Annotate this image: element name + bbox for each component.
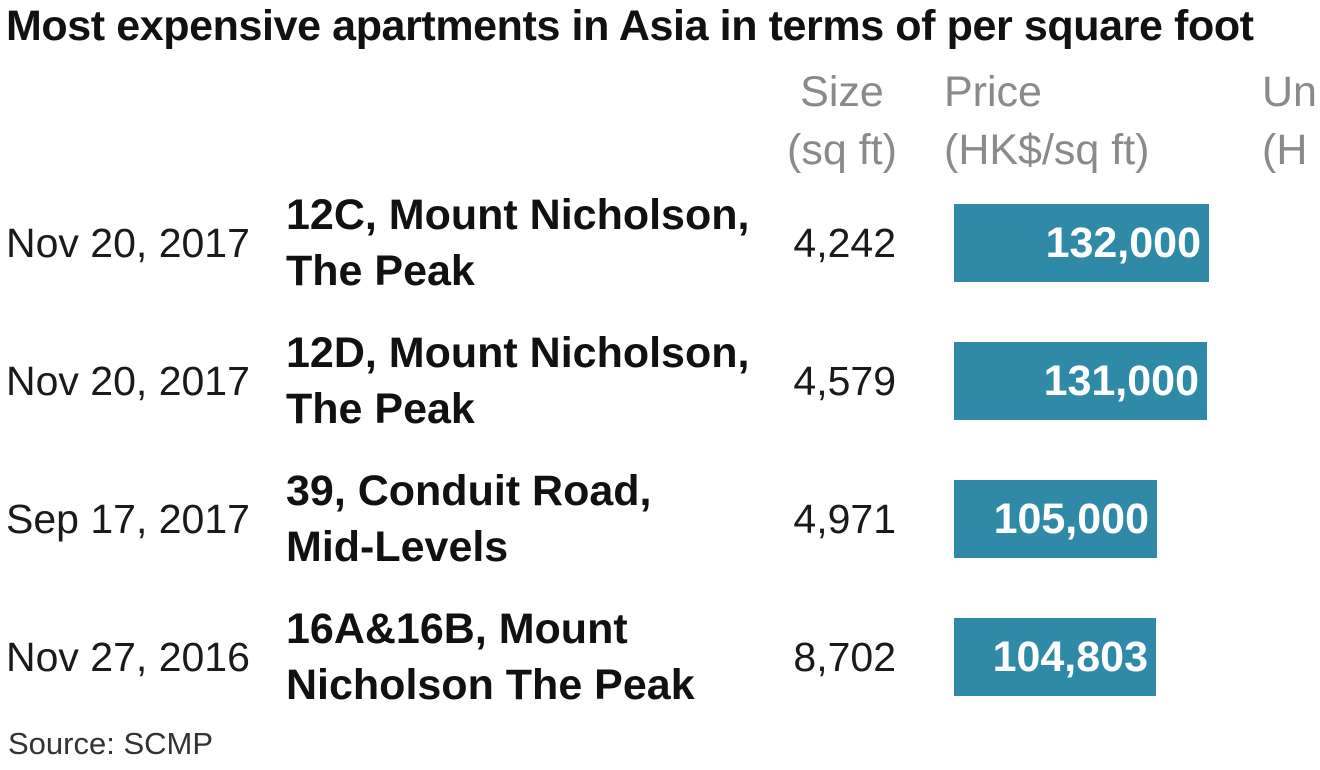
apartment-size: 4,579: [793, 358, 896, 404]
unit-column-header: Un (H: [1262, 63, 1317, 179]
location-line: 12D, Mount Nicholson,: [286, 329, 750, 377]
price-bar: 104,803: [954, 618, 1156, 696]
location-line: The Peak: [286, 385, 475, 433]
apartment-location: 16A&16B, Mount Nicholson The Peak: [286, 602, 695, 712]
location-line: Mid-Levels: [286, 523, 509, 571]
apartment-size: 4,971: [793, 496, 896, 542]
sale-date: Nov 20, 2017: [6, 220, 250, 266]
apartment-row: Sep 17, 2017 39, Conduit Road, Mid-Levels 4…: [0, 464, 1320, 574]
price-column-header: Price (HK$/sq ft): [944, 63, 1150, 179]
location-line: Nicholson The Peak: [286, 661, 695, 709]
price-label: 131,000: [1043, 356, 1199, 405]
price-label: 105,000: [993, 494, 1149, 543]
price-bar: 132,000: [954, 204, 1209, 282]
source-note: Source: SCMP: [8, 726, 214, 761]
location-line: 12C, Mount Nicholson,: [286, 191, 750, 239]
location-line: 39, Conduit Road,: [286, 467, 652, 515]
sale-date: Sep 17, 2017: [6, 496, 250, 542]
apartment-location: 12D, Mount Nicholson, The Peak: [286, 326, 749, 436]
size-header-line: Size: [800, 68, 884, 116]
apartment-size: 4,242: [793, 220, 896, 266]
apartment-location: 12C, Mount Nicholson, The Peak: [286, 188, 749, 298]
price-header-unit: (HK$/sq ft): [944, 126, 1150, 174]
apartment-row: Nov 20, 2017 12C, Mount Nicholson, The Pea…: [0, 188, 1320, 298]
apartment-row: Nov 27, 2016 16A&16B, Mount Nicholson The …: [0, 602, 1320, 712]
chart-title: Most expensive apartments in Asia in ter…: [6, 2, 1254, 50]
size-header-unit: (sq ft): [787, 126, 897, 174]
location-line: The Peak: [286, 247, 475, 295]
sale-date: Nov 27, 2016: [6, 634, 250, 680]
price-bar: 105,000: [954, 480, 1157, 558]
apartment-location: 39, Conduit Road, Mid-Levels: [286, 464, 652, 574]
unit-header-line: Un: [1262, 68, 1317, 116]
price-label: 132,000: [1045, 218, 1201, 267]
price-header-line: Price: [944, 68, 1042, 116]
location-line: 16A&16B, Mount: [286, 605, 628, 653]
size-column-header: Size (sq ft): [760, 63, 924, 179]
apartment-row: Nov 20, 2017 12D, Mount Nicholson, The Pea…: [0, 326, 1320, 436]
unit-header-unit: (H: [1262, 126, 1308, 174]
apartment-size: 8,702: [793, 634, 896, 680]
price-bar: 131,000: [954, 342, 1207, 420]
price-label: 104,803: [992, 632, 1148, 681]
sale-date: Nov 20, 2017: [6, 358, 250, 404]
